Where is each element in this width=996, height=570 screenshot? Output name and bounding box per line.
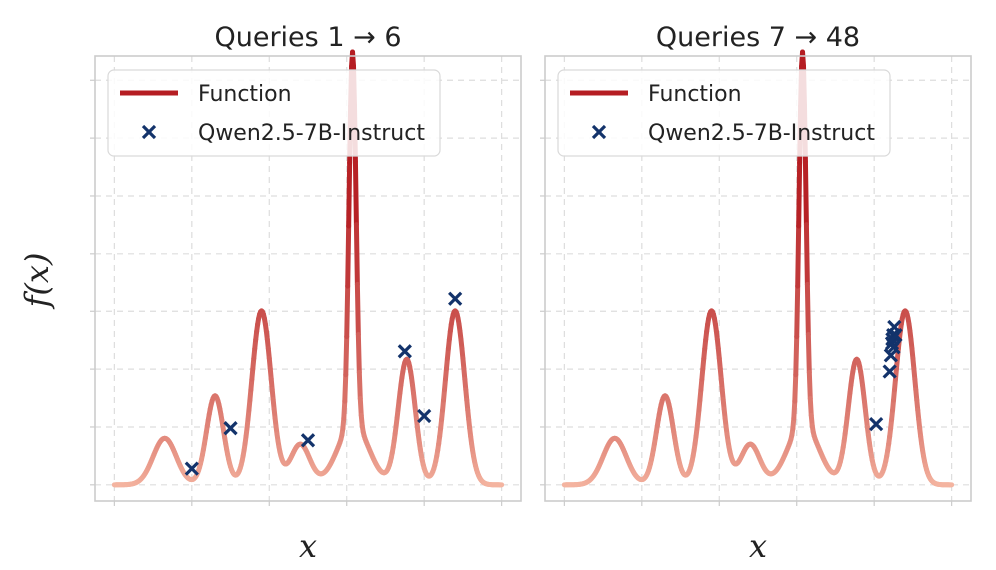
function-line-segment — [804, 281, 811, 337]
function-line-segment — [344, 283, 351, 340]
function-line-segment — [343, 334, 350, 378]
legend-label-function: Function — [648, 82, 742, 107]
x-axis-label: x — [299, 527, 317, 565]
query-point — [882, 364, 897, 379]
query-point — [883, 348, 898, 363]
legend-label-function: Function — [198, 82, 292, 107]
function-line-segment — [345, 223, 352, 289]
legend-label-model: Qwen2.5-7B-Instruct — [648, 121, 875, 146]
title-prefix: Queries — [656, 22, 769, 53]
function-line-segment — [793, 334, 800, 378]
query-point — [885, 332, 900, 347]
panel-queries-1-6: Queries 1 → 6 x Function Qwen2.5-7B-Instr… — [90, 22, 522, 565]
query-point — [397, 344, 412, 359]
panel-title: Queries 1 → 6 — [214, 22, 401, 53]
x-axis-label: x — [749, 527, 767, 565]
query-point — [417, 408, 432, 424]
title-to: 6 — [384, 22, 401, 53]
function-line-segment — [791, 398, 798, 421]
legend-marker-swatch — [141, 124, 157, 140]
function-line-segment — [354, 281, 361, 337]
function-line-segment — [807, 395, 814, 418]
legend: Function Qwen2.5-7B-Instruct — [557, 69, 891, 157]
query-point — [868, 417, 884, 432]
function-line-segment — [356, 369, 363, 401]
plot-frame — [94, 55, 522, 502]
title-arrow: → — [345, 22, 385, 53]
function-line-segment — [806, 369, 813, 401]
function-line-segment — [341, 398, 348, 421]
function-line-segment — [805, 331, 812, 375]
query-point — [300, 433, 316, 448]
query-point — [448, 291, 463, 306]
panel-queries-7-48: Queries 7 → 48 x Function Qwen2.5-7B-Inst… — [540, 22, 972, 565]
query-point — [223, 421, 238, 436]
function-line-segment — [352, 159, 359, 228]
title-from: 7 — [769, 22, 786, 53]
title-from: 1 — [327, 22, 344, 53]
legend-marker-swatch — [591, 124, 607, 140]
query-point — [184, 461, 199, 476]
function-line-segment — [353, 222, 360, 287]
legend-box — [107, 69, 441, 157]
plot-frame — [544, 55, 972, 502]
function-line-segment — [795, 223, 802, 289]
function-line-segment — [346, 160, 353, 229]
function-line-segment — [792, 372, 799, 404]
y-axis-label: f(x) — [18, 253, 56, 310]
title-prefix: Queries — [214, 22, 327, 53]
legend-label-model: Qwen2.5-7B-Instruct — [198, 121, 425, 146]
function-line-segment — [796, 160, 803, 229]
function-line-segment — [794, 283, 801, 340]
function-line-segment — [802, 159, 809, 228]
panel-title: Queries 7 → 48 — [656, 22, 860, 53]
legend-box — [557, 69, 891, 157]
function-line-segment — [355, 331, 362, 375]
legend: Function Qwen2.5-7B-Instruct — [107, 69, 441, 157]
title-to: 48 — [826, 22, 860, 53]
function-line-segment — [357, 395, 364, 418]
function-line-segment — [803, 222, 810, 287]
title-arrow: → — [786, 22, 826, 53]
function-line-segment — [342, 372, 349, 404]
